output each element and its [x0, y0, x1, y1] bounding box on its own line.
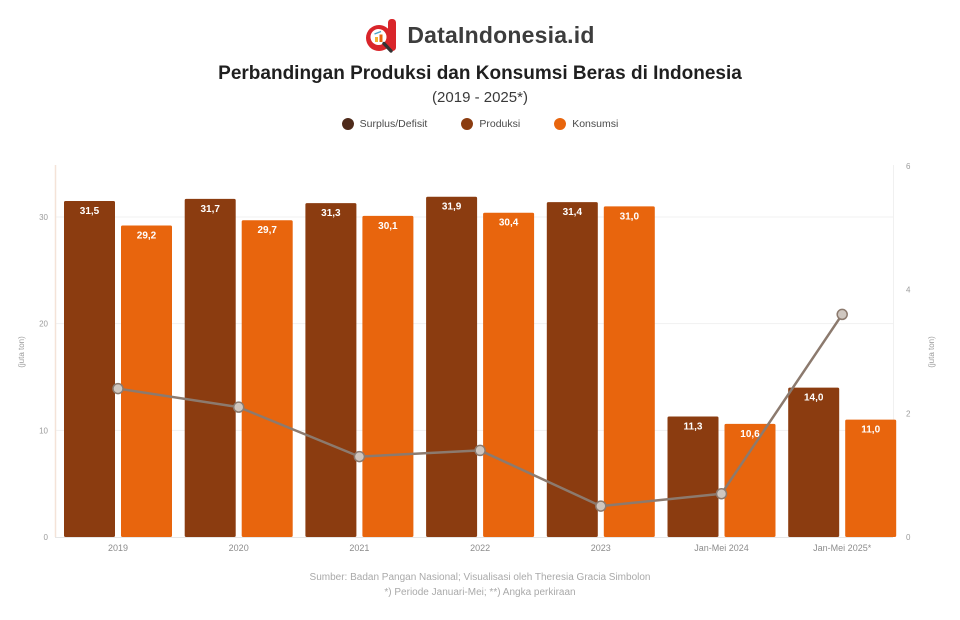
x-axis-category-label: 2020: [229, 543, 249, 553]
bar-value-label: 10,6: [740, 429, 760, 440]
legend-dot-icon: [554, 118, 567, 130]
x-axis-category-label: 2019: [108, 543, 128, 553]
source-note: Sumber: Badan Pangan Nasional; Visualisa…: [309, 572, 651, 583]
legend-label: Surplus/Defisit: [359, 118, 428, 130]
bar-value-label: 11,0: [861, 425, 880, 436]
bar-value-label: 31,4: [563, 207, 583, 218]
surplus-line-point: [474, 444, 486, 457]
legend-label: Produksi: [479, 118, 521, 130]
x-axis-category-label: 2022: [470, 543, 490, 553]
bar-produksi: [546, 202, 598, 538]
left-axis-tick-label: 30: [39, 213, 48, 222]
surplus-line-point: [595, 500, 607, 512]
bar-konsumsi: [241, 220, 293, 537]
bar-produksi: [184, 198, 236, 537]
bar-value-label: 29,2: [137, 231, 157, 242]
legend-label: Konsumsi: [572, 118, 619, 130]
bar-value-label: 31,7: [200, 204, 220, 215]
bar-konsumsi: [603, 206, 655, 538]
legend-item-produksi[interactable]: Produksi: [461, 118, 520, 130]
bar-konsumsi: [121, 225, 172, 538]
right-axis-tick-label: 6: [906, 162, 911, 171]
surplus-line-point: [232, 401, 245, 413]
surplus-line-point: [353, 450, 366, 463]
right-axis-tick-label: 0: [906, 533, 911, 542]
bar-produksi: [788, 387, 840, 537]
legend-item-surplus-defisit[interactable]: Surplus/Defisit: [341, 118, 428, 130]
legend-dot-icon: [461, 118, 474, 130]
left-axis-tick-label: 0: [44, 533, 49, 542]
right-axis-tick-label: 2: [906, 409, 911, 418]
dataindonesia-logo-icon: [366, 18, 397, 53]
footer: Sumber: Badan Pangan Nasional; Visualisa…: [0, 570, 960, 600]
right-axis-title: (juta ton): [927, 336, 936, 368]
chart-subtitle: (2019 - 2025*): [432, 89, 528, 106]
brand: DataIndonesia.id: [0, 17, 960, 53]
header: DataIndonesia.id Perbandingan Produksi d…: [0, 0, 960, 106]
bar-produksi: [667, 416, 719, 537]
page-title: Perbandingan Produksi dan Konsumsi Beras…: [218, 63, 742, 84]
right-axis-tick-label: 4: [906, 286, 911, 295]
footnote: *) Periode Januari-Mei; **) Angka perkir…: [384, 587, 576, 598]
bar-value-label: 11,3: [684, 421, 703, 432]
surplus-line-point: [112, 382, 124, 395]
bar-konsumsi: [724, 423, 776, 537]
bar-produksi: [64, 201, 115, 537]
bar-value-label: 30,1: [378, 221, 398, 232]
bar-value-label: 31,3: [321, 208, 341, 219]
x-axis-category-label: 2023: [591, 543, 611, 553]
surplus-line-point: [715, 487, 728, 500]
bar-produksi: [426, 196, 478, 537]
left-axis-tick-label: 20: [39, 320, 48, 329]
legend-item-konsumsi[interactable]: Konsumsi: [554, 118, 618, 130]
surplus-line-point: [836, 308, 848, 321]
legend: Surplus/Defisit Produksi Konsumsi: [0, 118, 960, 130]
left-axis-title: (juta ton): [17, 336, 26, 368]
left-axis-tick-label: 10: [39, 426, 48, 435]
legend-dot-icon: [341, 118, 354, 130]
bar-value-label: 30,4: [499, 218, 519, 229]
bar-value-label: 31,9: [442, 202, 462, 213]
bar-konsumsi: [845, 419, 897, 537]
bar-value-label: 14,0: [804, 393, 824, 404]
bar-value-label: 29,7: [257, 225, 277, 236]
x-axis-category-label: Jan-Mei 2025*: [813, 543, 872, 553]
bar-produksi: [305, 203, 357, 537]
x-axis-category-label: 2021: [349, 543, 369, 553]
bar-value-label: 31,0: [620, 211, 640, 222]
bar-value-label: 31,5: [80, 206, 100, 217]
bar-konsumsi: [362, 215, 414, 537]
x-axis-category-label: Jan-Mei 2024: [694, 543, 749, 553]
bar-konsumsi: [483, 212, 535, 537]
brand-name: DataIndonesia.id: [407, 21, 595, 48]
